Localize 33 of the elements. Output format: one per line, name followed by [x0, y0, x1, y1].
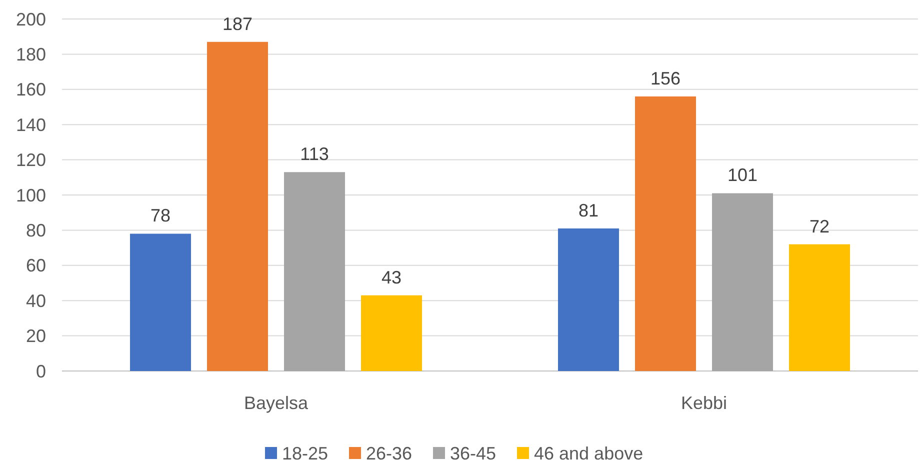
data-label: 156 — [650, 68, 681, 88]
y-tick-label: 40 — [26, 290, 46, 311]
bar — [207, 42, 268, 371]
y-tick-label: 100 — [16, 185, 46, 206]
y-tick-label: 0 — [36, 361, 46, 382]
bar — [635, 96, 696, 371]
data-label: 113 — [300, 144, 329, 164]
bar — [558, 228, 619, 371]
legend-label: 18-25 — [282, 443, 328, 464]
y-tick-label: 200 — [16, 9, 46, 30]
y-tick-label: 160 — [16, 80, 46, 100]
data-label: 187 — [222, 14, 253, 34]
bar — [284, 172, 345, 371]
y-tick-label: 120 — [16, 150, 46, 170]
bar — [361, 295, 422, 371]
bar — [712, 193, 773, 371]
bar — [789, 244, 850, 371]
y-tick-label: 20 — [26, 326, 46, 346]
y-tick-label: 140 — [16, 114, 46, 135]
data-label: 43 — [381, 267, 402, 288]
legend-label: 46 and above — [534, 443, 644, 464]
legend-label: 36-45 — [450, 443, 496, 464]
data-label: 72 — [809, 216, 830, 236]
data-label: 78 — [150, 206, 171, 226]
x-tick-label: Kebbi — [680, 393, 728, 413]
data-label: 81 — [578, 200, 599, 220]
bar — [130, 234, 191, 371]
data-label: 101 — [727, 165, 758, 186]
y-tick-label: 180 — [16, 44, 46, 64]
x-tick-label: Bayelsa — [244, 393, 310, 413]
y-tick-label: 80 — [26, 220, 46, 240]
legend-label: 26-36 — [366, 443, 412, 464]
y-tick-label: 60 — [26, 256, 46, 276]
